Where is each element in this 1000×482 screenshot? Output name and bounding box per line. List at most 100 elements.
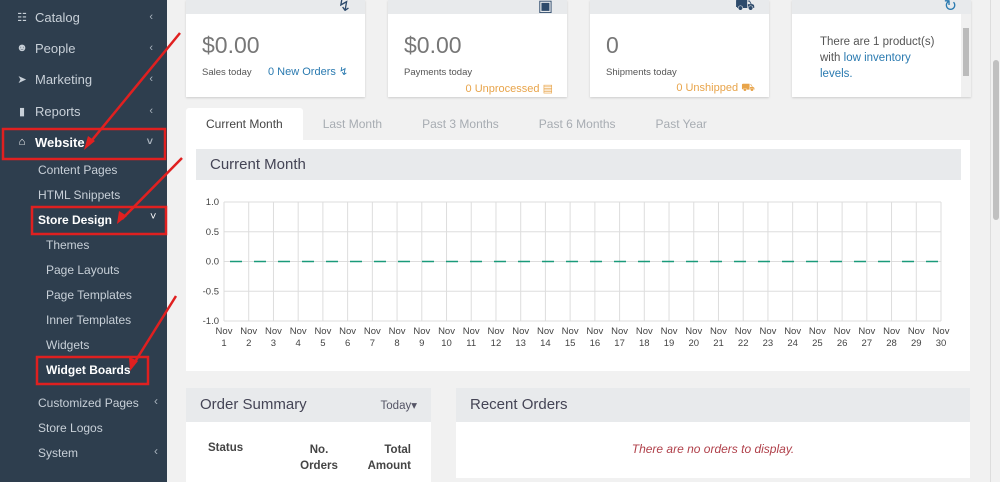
truck-icon: ⛟	[741, 82, 755, 94]
tab-past-3-months[interactable]: Past 3 Months	[422, 117, 499, 131]
sidebar-item-website[interactable]: ⌂ Website ˅	[0, 128, 167, 156]
x-tick-label: 28	[886, 338, 897, 349]
bolt-icon: ↯	[337, 0, 351, 15]
x-tick-label: 1	[221, 338, 226, 349]
y-tick-label: 1.0	[206, 197, 219, 208]
sidebar-item-system[interactable]: System	[38, 446, 79, 460]
payments-label: Payments today	[404, 67, 473, 78]
bar-chart-icon: ▮	[18, 105, 26, 118]
sidebar-sub-content-pages[interactable]: Content Pages	[38, 163, 118, 177]
sidebar-item-marketing[interactable]: ➤ Marketing ‹	[0, 65, 167, 93]
y-tick-label: -0.5	[203, 286, 219, 297]
x-tick-label: 11	[466, 338, 476, 349]
sidebar-sub-page-layouts[interactable]: Page Layouts	[46, 263, 120, 277]
chevron-left-icon: ‹	[154, 394, 158, 408]
rocket-icon: ➤	[17, 73, 27, 86]
y-tick-label: 0.0	[206, 257, 219, 268]
chevron-left-icon: ‹	[149, 105, 153, 117]
credit-card-icon: ▤	[542, 83, 553, 95]
sales-value: $0.00	[202, 32, 260, 58]
sidebar-sub-page-templates[interactable]: Page Templates	[46, 288, 132, 302]
x-tick-label: 30	[936, 338, 947, 349]
x-tick-label: Nov	[562, 326, 579, 337]
chart-panel-title: Current Month	[196, 149, 961, 180]
empty-orders-message: There are no orders to display.	[631, 442, 795, 456]
x-tick-label: 17	[614, 338, 625, 349]
label: Reports	[35, 103, 81, 119]
sitemap-icon: ☷	[17, 11, 27, 24]
x-tick-label: 4	[296, 338, 301, 349]
x-tick-label: Nov	[413, 326, 430, 337]
x-tick-label: Nov	[784, 326, 801, 337]
unprocessed-link[interactable]: 0 Unprocessed ▤	[465, 83, 553, 95]
x-tick-label: 23	[763, 338, 774, 349]
sidebar-sub-themes[interactable]: Themes	[46, 238, 90, 252]
x-tick-label: Nov	[389, 326, 406, 337]
unshipped-link[interactable]: 0 Unshipped ⛟	[676, 82, 755, 94]
x-tick-label: Nov	[339, 326, 356, 337]
sidebar-sub-store-design[interactable]: Store Design	[38, 213, 113, 227]
sidebar-item-reports[interactable]: ▮ Reports ‹	[0, 97, 167, 125]
tab-past-year[interactable]: Past Year	[655, 117, 707, 131]
x-tick-label: 22	[738, 338, 749, 349]
x-tick-label: 20	[688, 338, 699, 349]
x-tick-label: Nov	[834, 326, 851, 337]
chevron-left-icon: ‹	[154, 444, 158, 458]
orders-card: ↯ $0.00 Sales today 0 New Orders ↯	[186, 0, 365, 97]
sidebar-sub-inner-templates[interactable]: Inner Templates	[46, 313, 132, 327]
sidebar-item-store-logos[interactable]: Store Logos	[38, 421, 103, 435]
shipments-label: Shipments today	[606, 67, 677, 78]
credit-card-icon: ▣	[537, 0, 553, 15]
x-tick-label: 15	[565, 338, 576, 349]
sidebar-sub-widgets[interactable]: Widgets	[46, 338, 90, 352]
x-tick-label: 13	[515, 338, 526, 349]
sidebar-item-people[interactable]: ☻ People ‹	[0, 34, 167, 62]
x-tick-label: 24	[787, 338, 798, 349]
period-dropdown[interactable]: Today▾	[380, 400, 417, 412]
new-orders-link[interactable]: 0 New Orders ↯	[268, 66, 349, 78]
chart-panel: Current Month 1.0 0.5 0.0 -0.5 -1.0 Nov 1 Nov 2 N…	[186, 140, 970, 371]
payments-value: $0.00	[404, 32, 462, 58]
chevron-left-icon: ‹	[149, 42, 153, 54]
label: Catalog	[35, 9, 80, 25]
shipments-value: 0	[606, 32, 619, 58]
card-scrollbar[interactable]	[961, 14, 971, 97]
sidebar-item-customized-pages[interactable]: Customized Pages	[38, 396, 139, 410]
x-tick-label: 8	[394, 338, 399, 349]
column-header-amount: Total Amount	[367, 444, 411, 472]
x-tick-label: Nov	[710, 326, 727, 337]
x-tick-label: Nov	[488, 326, 505, 337]
tab-current-month[interactable]: Current Month	[186, 108, 303, 140]
x-tick-label: 6	[345, 338, 350, 349]
x-tick-label: 14	[540, 338, 551, 349]
home-icon: ⌂	[18, 136, 26, 148]
sidebar-sub-html-snippets[interactable]: HTML Snippets	[38, 188, 121, 202]
refresh-icon[interactable]: ↻	[943, 0, 957, 15]
x-tick-label: Nov	[463, 326, 480, 337]
y-tick-label: 0.5	[206, 227, 219, 238]
x-tick-label: Nov	[537, 326, 554, 337]
x-tick-label: Nov	[438, 326, 455, 337]
page-scrollbar[interactable]	[990, 0, 1000, 482]
tab-last-month[interactable]: Last Month	[322, 117, 383, 131]
sidebar-sub-widget-boards[interactable]: Widget Boards	[46, 363, 131, 377]
x-tick-label: Nov	[290, 326, 307, 337]
y-tick-label: -1.0	[203, 316, 219, 327]
x-tick-label: Nov	[735, 326, 752, 337]
x-tick-label: Nov	[883, 326, 900, 337]
x-tick-label: 18	[639, 338, 650, 349]
order-summary-title: Order Summary	[186, 388, 431, 422]
truck-icon: ⛟	[734, 0, 755, 14]
x-tick-label: Nov	[685, 326, 702, 337]
x-tick-label: 10	[441, 338, 452, 349]
x-tick-label: Nov	[611, 326, 628, 337]
bolt-icon: ↯	[338, 66, 349, 78]
inventory-message: There are 1 product(s) with low inventor…	[820, 36, 935, 80]
chevron-left-icon: ‹	[149, 73, 153, 85]
low-inventory-link[interactable]: low inventory levels.	[820, 52, 911, 80]
column-header-status: Status	[208, 442, 244, 454]
tab-past-6-months[interactable]: Past 6 Months	[538, 117, 616, 131]
recent-orders-title: Recent Orders	[456, 388, 970, 422]
column-header-orders: No. Orders	[300, 444, 338, 472]
sidebar-item-catalog[interactable]: ☷ Catalog ‹	[0, 3, 167, 31]
